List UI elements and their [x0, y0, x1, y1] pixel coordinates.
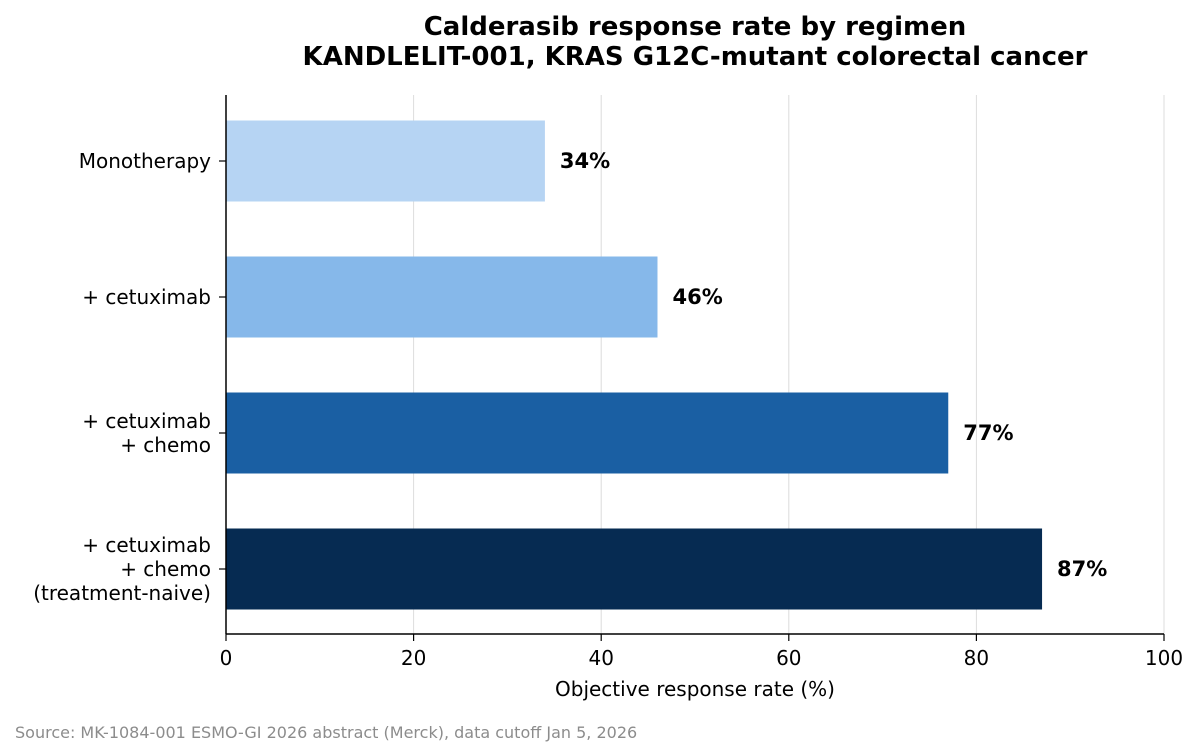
chart-title-line-2: KANDLELIT-001, KRAS G12C-mutant colorect…	[303, 42, 1088, 72]
x-tick-label: 0	[220, 646, 233, 670]
category-label: + cetuximab	[82, 285, 211, 309]
category-label: + cetuximab	[82, 409, 211, 433]
source-note: Source: MK-1084-001 ESMO-GI 2026 abstrac…	[15, 723, 637, 742]
y-axis: Monotherapy+ cetuximab+ cetuximab+ chemo…	[33, 95, 227, 634]
value-label: 46%	[672, 285, 722, 309]
value-label: 77%	[963, 421, 1013, 445]
value-label: 87%	[1057, 557, 1107, 581]
category-label: (treatment-naive)	[33, 581, 211, 605]
x-tick-label: 40	[588, 646, 613, 670]
value-labels: 34% 46% 77% 87%	[560, 149, 1107, 581]
bars	[226, 120, 1043, 610]
x-axis-label: Objective response rate (%)	[555, 677, 835, 701]
bar	[226, 256, 658, 338]
x-axis: 0 20 40 60 80 100	[220, 633, 1183, 670]
category-label: + cetuximab	[82, 533, 211, 557]
category-label: + chemo	[120, 557, 211, 581]
x-tick-label: 20	[401, 646, 426, 670]
value-label: 34%	[560, 149, 610, 173]
x-tick-label: 60	[776, 646, 801, 670]
category-label: Monotherapy	[79, 149, 211, 173]
bar	[226, 392, 949, 474]
category-label: + chemo	[120, 433, 211, 457]
bar	[226, 528, 1043, 610]
x-tick-label: 80	[964, 646, 989, 670]
x-tick-label: 100	[1145, 646, 1183, 670]
bar	[226, 120, 545, 202]
chart-title-line-1: Calderasib response rate by regimen	[424, 12, 967, 42]
